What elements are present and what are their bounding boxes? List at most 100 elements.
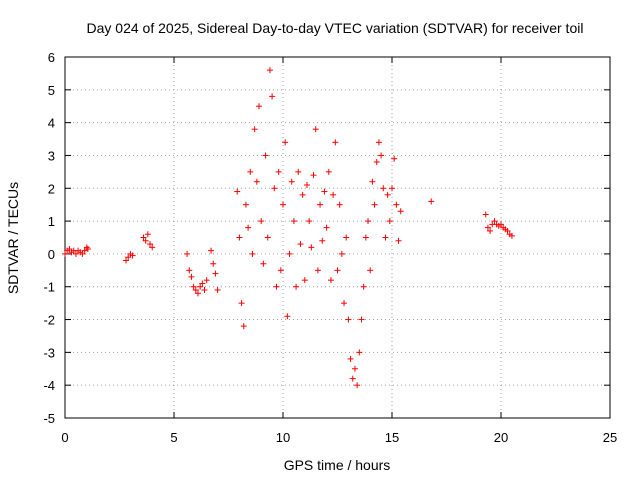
data-point <box>240 323 247 330</box>
data-point <box>251 126 258 133</box>
y-tick-label: 5 <box>48 83 55 98</box>
data-point <box>275 168 282 175</box>
data-point <box>271 185 278 192</box>
data-point <box>234 188 241 195</box>
data-point <box>319 237 326 244</box>
data-point <box>504 227 511 234</box>
data-point <box>203 277 210 284</box>
x-tick-label: 25 <box>603 430 617 445</box>
data-point <box>325 168 332 175</box>
data-point <box>321 188 328 195</box>
y-tick-label: 3 <box>48 148 55 163</box>
data-point <box>391 155 398 162</box>
data-point <box>306 218 313 225</box>
x-tick-label: 5 <box>170 430 177 445</box>
data-point <box>362 234 369 241</box>
data-point <box>72 250 79 257</box>
data-point <box>428 198 435 205</box>
data-point <box>303 181 310 188</box>
data-point <box>282 139 289 146</box>
y-tick-label: -2 <box>43 313 55 328</box>
data-point <box>484 224 491 231</box>
x-axis-label: GPS time / hours <box>284 457 391 473</box>
y-tick-label: -1 <box>43 280 55 295</box>
data-point <box>351 365 358 372</box>
y-axis-label: SDTVAR / TECUs <box>5 182 21 294</box>
data-point <box>260 260 267 267</box>
data-point <box>354 382 361 389</box>
data-point <box>358 316 365 323</box>
data-point <box>327 277 334 284</box>
data-point <box>142 237 149 244</box>
data-point <box>290 218 297 225</box>
data-point <box>277 267 284 274</box>
data-point <box>147 241 154 248</box>
data-point <box>487 227 494 234</box>
data-point <box>508 232 515 239</box>
data-point <box>84 245 91 252</box>
data-point <box>123 257 130 264</box>
data-point <box>482 211 489 218</box>
data-point <box>199 280 206 287</box>
data-point <box>317 201 324 208</box>
data-point <box>349 375 356 382</box>
data-point <box>280 201 286 208</box>
data-point <box>498 221 504 228</box>
data-point <box>269 93 276 100</box>
data-point <box>338 250 345 257</box>
data-point <box>284 313 291 320</box>
grid-lines <box>65 57 610 418</box>
data-point <box>144 231 151 238</box>
x-tick-label: 20 <box>494 430 508 445</box>
data-point <box>347 355 354 362</box>
data-point <box>192 287 199 294</box>
data-point <box>369 178 376 185</box>
x-tick-label: 10 <box>276 430 290 445</box>
data-point <box>214 287 221 294</box>
data-point <box>375 139 382 146</box>
data-point <box>360 283 367 290</box>
y-tick-label: 1 <box>48 214 55 229</box>
data-point <box>371 201 378 208</box>
data-point <box>345 316 352 323</box>
y-tick-label: 6 <box>48 50 55 65</box>
x-tick-label: 0 <box>61 430 68 445</box>
data-point <box>491 218 498 225</box>
data-point <box>393 201 400 208</box>
data-point <box>149 244 156 251</box>
y-tick-label: 4 <box>48 116 55 131</box>
data-point <box>395 237 402 244</box>
data-point <box>293 283 300 290</box>
data-point <box>190 283 197 290</box>
data-point <box>236 234 243 241</box>
data-point <box>245 224 252 231</box>
data-point <box>256 103 263 110</box>
data-point <box>310 172 317 179</box>
data-point <box>356 349 363 356</box>
data-point <box>299 191 306 198</box>
data-point <box>365 218 372 225</box>
data-point <box>66 245 73 252</box>
data-point <box>81 247 88 254</box>
x-tick-label: 15 <box>385 430 399 445</box>
data-point <box>62 250 68 257</box>
data-point <box>125 254 132 261</box>
data-point <box>188 273 195 280</box>
data-point <box>336 201 343 208</box>
data-point <box>343 234 350 241</box>
data-point <box>286 250 293 257</box>
data-point <box>314 267 321 274</box>
data-point <box>373 159 380 166</box>
data-point <box>330 191 337 198</box>
data-point <box>238 300 245 307</box>
data-point <box>288 178 295 185</box>
data-point <box>79 250 86 257</box>
data-points <box>62 67 515 389</box>
data-point <box>367 267 374 274</box>
data-point <box>341 300 348 307</box>
data-point <box>258 218 265 225</box>
data-point <box>140 234 147 241</box>
data-point <box>210 260 217 267</box>
data-point <box>378 152 385 159</box>
